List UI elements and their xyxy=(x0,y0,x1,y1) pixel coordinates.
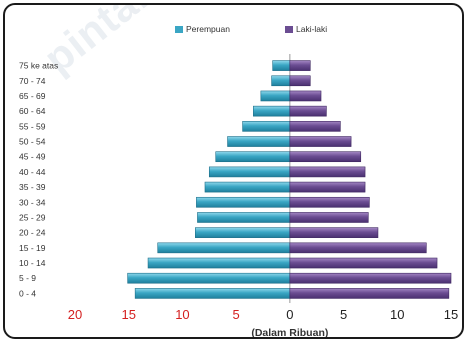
x-tick-label: 20 xyxy=(68,307,82,322)
y-tick-label: 15 - 19 xyxy=(19,243,46,253)
bar-laki-laki xyxy=(289,105,327,117)
bar-perempuan xyxy=(157,242,291,254)
x-tick-label: 5 xyxy=(340,307,347,322)
bar-laki-laki xyxy=(289,212,369,223)
bar-perempuan xyxy=(215,151,291,163)
y-tick-label: 35 - 39 xyxy=(19,182,46,192)
bar-laki-laki xyxy=(289,196,370,208)
y-tick-label: 70 - 74 xyxy=(19,76,46,86)
population-pyramid-chart: 0 - 4 5 - 9 10 - 14 15 - 19 20 - 24 25 - 29 30… xyxy=(19,24,458,339)
bar-perempuan xyxy=(253,105,291,117)
y-tick-label: 5 - 9 xyxy=(19,273,36,283)
bar-perempuan xyxy=(272,60,291,71)
bar-perempuan xyxy=(260,90,291,102)
bar-laki-laki xyxy=(289,166,366,178)
bar-laki-laki xyxy=(289,151,362,163)
y-tick-label: 55 - 59 xyxy=(19,121,46,131)
bar-perempuan xyxy=(195,227,291,238)
bar-laki-laki xyxy=(289,242,427,254)
y-tick-label: 60 - 64 xyxy=(19,106,46,116)
x-tick-label: 5 xyxy=(233,307,240,322)
y-tick-label: 25 - 29 xyxy=(19,212,46,222)
x-tick-label: 10 xyxy=(390,307,404,322)
bar-perempuan xyxy=(242,121,291,132)
bar-laki-laki xyxy=(289,181,366,193)
legend-swatch-perempuan xyxy=(175,26,183,33)
bar-perempuan xyxy=(196,196,291,208)
bar-perempuan xyxy=(197,212,291,223)
bar-laki-laki xyxy=(289,75,311,87)
y-tick-label: 50 - 54 xyxy=(19,137,46,147)
bar-laki-laki xyxy=(289,272,452,284)
x-axis-label: (Dalam Ribuan) xyxy=(251,327,328,339)
bar-perempuan xyxy=(147,257,291,269)
legend-swatch-laki-laki xyxy=(285,26,293,33)
bar-laki-laki xyxy=(289,60,311,71)
legend-label-laki-laki: Laki-laki xyxy=(296,24,327,34)
bar-laki-laki xyxy=(289,257,438,269)
y-tick-label: 75 ke atas xyxy=(19,61,58,71)
x-tick-label: 10 xyxy=(175,307,189,322)
x-tick-label: 0 xyxy=(286,307,293,322)
bar-perempuan xyxy=(204,181,291,193)
y-tick-label: 65 - 69 xyxy=(19,91,46,101)
y-tick-label: 40 - 44 xyxy=(19,167,46,177)
bar-laki-laki xyxy=(289,288,450,299)
bar-laki-laki xyxy=(289,121,341,132)
y-tick-label: 45 - 49 xyxy=(19,152,46,162)
y-tick-label: 10 - 14 xyxy=(19,258,46,268)
bar-laki-laki xyxy=(289,227,379,238)
bar-perempuan xyxy=(134,288,291,299)
y-tick-label: 0 - 4 xyxy=(19,288,36,298)
bar-perempuan xyxy=(127,272,291,284)
x-tick-label: 15 xyxy=(121,307,135,322)
bar-perempuan xyxy=(227,136,291,147)
y-tick-label: 30 - 34 xyxy=(19,197,46,207)
legend-label-perempuan: Perempuan xyxy=(186,24,230,34)
y-tick-label: 20 - 24 xyxy=(19,228,46,238)
bar-laki-laki xyxy=(289,136,352,147)
x-tick-label: 15 xyxy=(444,307,458,322)
bar-laki-laki xyxy=(289,90,322,102)
bar-perempuan xyxy=(271,75,291,87)
bar-perempuan xyxy=(208,166,291,178)
